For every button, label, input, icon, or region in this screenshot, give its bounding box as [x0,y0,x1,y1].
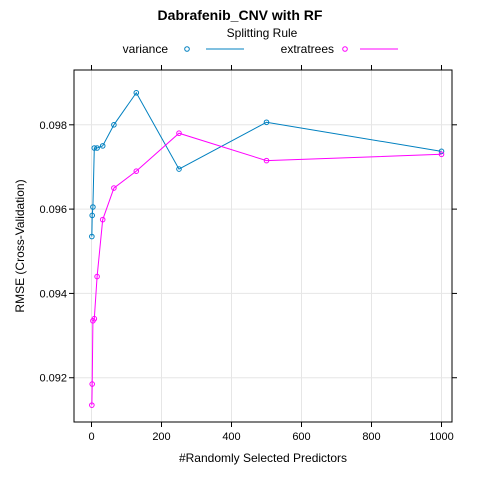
point-extratrees-6 [111,185,117,191]
point-extratrees-0 [89,402,95,408]
point-variance-8 [176,166,182,172]
series-layer [89,89,445,408]
x-tick-label-5: 1000 [429,431,453,443]
x-axis-label: #Randomly Selected Predictors [179,451,347,465]
legend-title: Splitting Rule [227,26,298,40]
point-extratrees-7 [133,168,140,174]
point-extratrees-10 [438,151,445,158]
y-axis-label: RMSE (Cross-Validation) [13,179,27,312]
y-tick-label-2: 0.096 [39,204,67,216]
chart-title: Dabrafenib_CNV with RF [158,7,323,23]
grid [74,70,452,422]
point-variance-4 [94,145,100,151]
point-extratrees-9 [263,157,270,164]
point-variance-0 [89,233,95,240]
x-tick-label-4: 800 [362,431,380,443]
legend-label-variance: variance [123,42,169,56]
plot-frame [73,69,453,423]
axis-ticks: 0 200 400 600 800 1000 0.092 0.094 0.096 0.098 [39,65,457,443]
y-tick-label-1: 0.094 [39,288,67,300]
point-extratrees-3 [91,315,98,322]
x-tick-label-2: 400 [222,431,240,443]
point-extratrees-5 [99,216,106,223]
point-variance-7 [133,89,140,96]
point-variance-1 [89,212,95,219]
point-extratrees-8 [176,130,182,137]
point-variance-6 [111,122,117,128]
x-tick-label-1: 200 [152,431,170,443]
x-tick-label-0: 0 [88,431,94,443]
series-line-variance [91,91,442,237]
point-extratrees-1 [89,381,95,387]
point-variance-2 [90,204,96,210]
legend: variance extratrees [123,42,398,56]
series-line-extratrees [91,132,442,406]
point-variance-5 [99,143,106,149]
x-tick-label-3: 600 [292,431,310,443]
point-variance-10 [438,148,445,155]
legend-marker-variance [184,46,190,52]
y-tick-label-0: 0.092 [39,373,67,385]
legend-marker-extratrees [342,46,348,52]
point-variance-3 [91,145,98,151]
y-tick-label-3: 0.098 [39,120,67,132]
point-variance-9 [263,119,270,126]
legend-label-extratrees: extratrees [281,42,334,56]
point-extratrees-4 [94,273,100,280]
